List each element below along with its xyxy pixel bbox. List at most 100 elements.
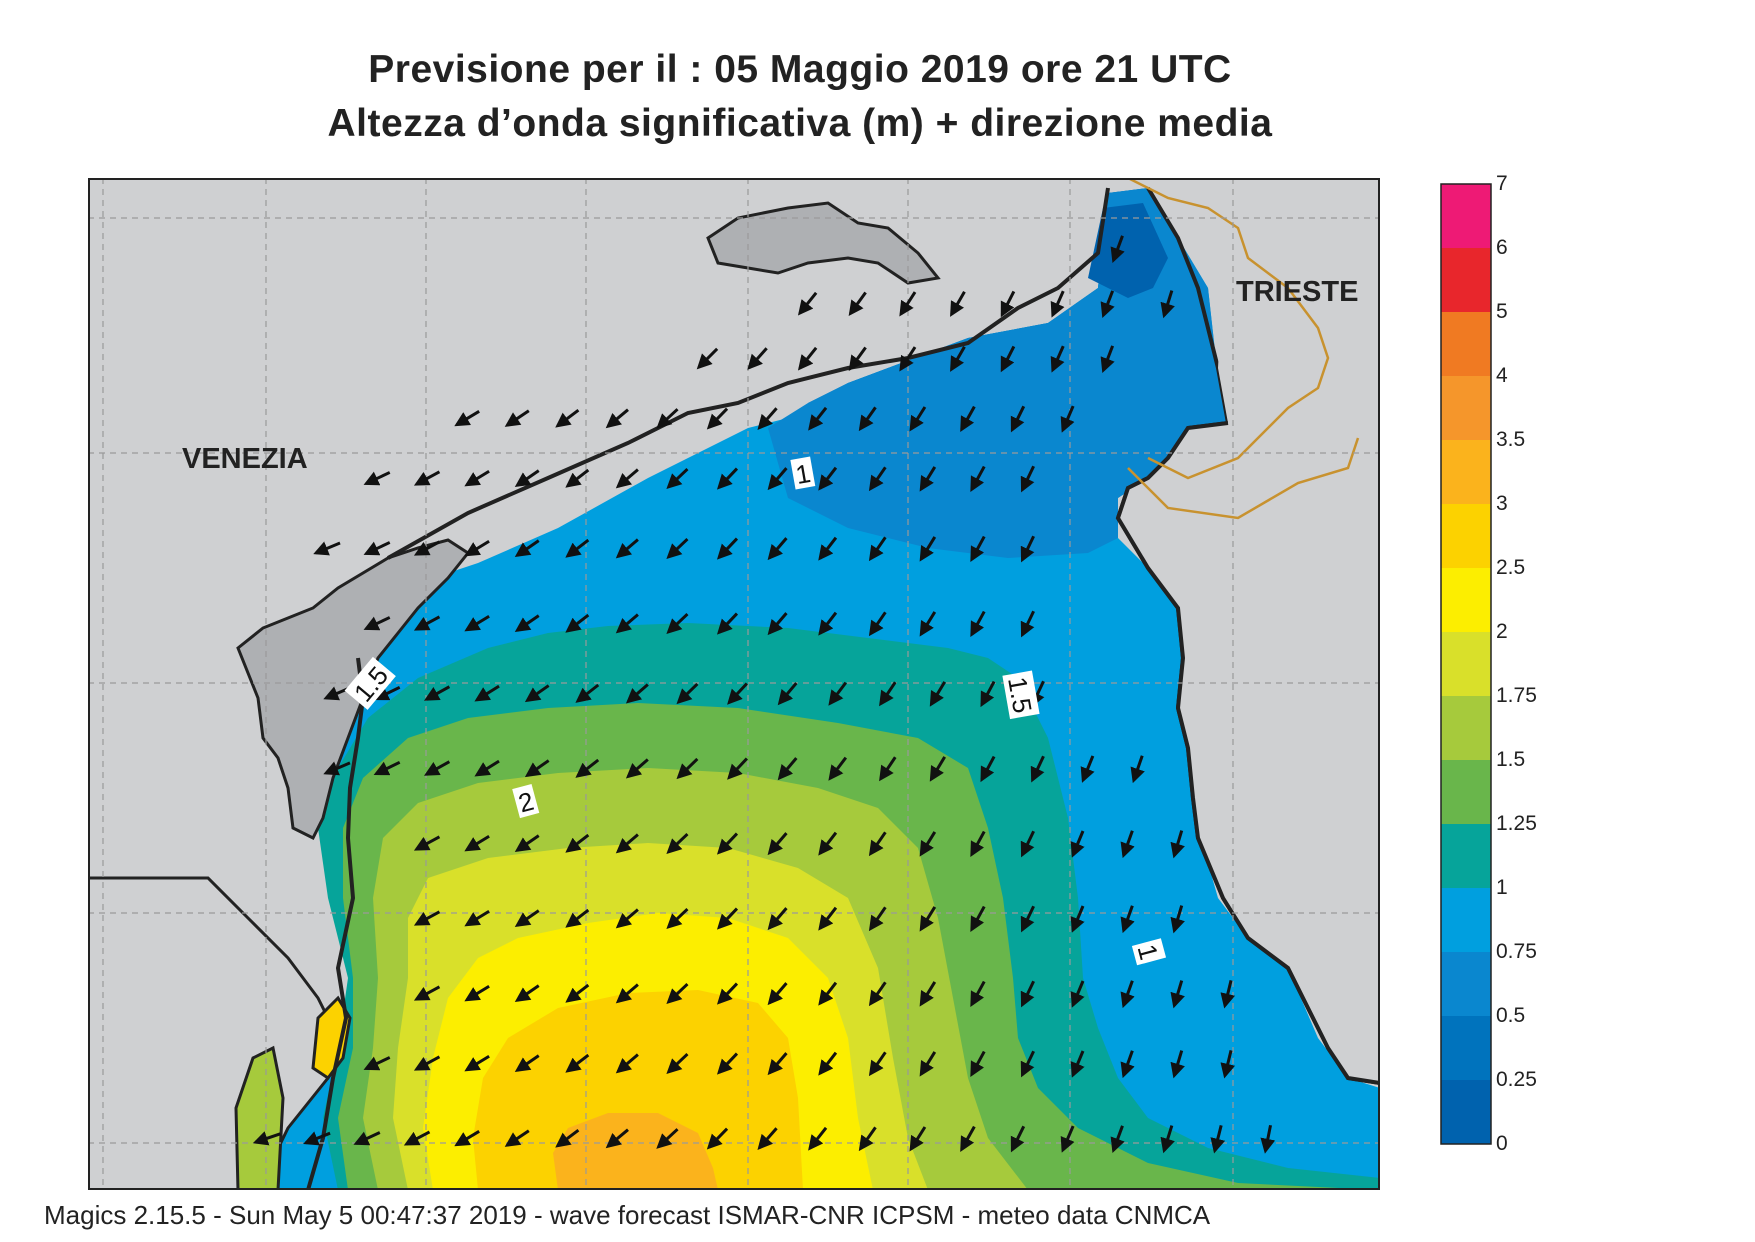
wave-arrow [818, 831, 838, 856]
wave-arrow [1170, 980, 1185, 1009]
colorbar-swatch [1441, 440, 1491, 505]
wave-arrow [1110, 235, 1125, 264]
wave-arrow [373, 760, 401, 776]
wave-arrow [1020, 980, 1035, 1008]
wave-arrow [323, 761, 351, 776]
wave-arrow [464, 909, 490, 927]
colorbar-swatch [1441, 184, 1491, 249]
wave-arrow [818, 906, 838, 931]
wave-arrow [1020, 830, 1035, 858]
wave-arrow [970, 610, 986, 638]
colorbar-tick-label: 1.5 [1496, 748, 1526, 771]
wave-arrow [868, 906, 887, 932]
colorbar [1440, 183, 1492, 1145]
wave-arrow [1020, 610, 1035, 638]
colorbar-tick-label: 3 [1496, 492, 1508, 515]
coastline-north [387, 187, 1110, 560]
wave-arrow [666, 612, 689, 634]
wave-arrow [858, 406, 877, 432]
wave-arrow [424, 685, 451, 701]
contour-label-1-north: 1 [793, 458, 812, 490]
colorbar-swatch [1441, 760, 1491, 825]
wave-arrow [980, 755, 996, 783]
wave-arrow [514, 834, 540, 853]
wave-arrow [919, 981, 937, 1007]
colorbar-swatch [1441, 376, 1491, 441]
wave-arrow [524, 684, 550, 703]
wave-arrow [706, 1127, 729, 1150]
colorbar-swatch [1441, 568, 1491, 633]
wave-arrow [970, 1050, 986, 1078]
wave-arrow [919, 831, 937, 857]
wave-arrow [818, 611, 838, 636]
colorbar-tick-label: 1.25 [1496, 812, 1537, 835]
wave-arrow [1120, 1050, 1135, 1079]
colorbar-tick-label: 2.5 [1496, 556, 1526, 579]
colorbar-swatch [1441, 888, 1491, 953]
wave-arrow [1010, 405, 1026, 433]
wave-arrow [1020, 905, 1035, 933]
wave-arrow [1120, 830, 1135, 859]
wave-arrow [767, 1052, 788, 1076]
wave-arrow [1210, 1125, 1226, 1154]
colorbar-swatch [1441, 504, 1491, 569]
wave-arrow [1220, 1050, 1236, 1079]
wave-arrow [1220, 980, 1236, 1009]
wave-arrow [747, 347, 768, 370]
colorbar-swatch [1441, 312, 1491, 377]
wave-arrow [666, 907, 689, 929]
wave-arrow [252, 1131, 281, 1146]
wave-arrow [615, 833, 639, 854]
wave-arrow [919, 466, 937, 492]
wave-arrow [1050, 345, 1065, 373]
wave-arrow [767, 907, 788, 931]
wave-arrow [716, 537, 739, 560]
wave-arrow [777, 757, 798, 781]
wave-arrow [767, 982, 788, 1006]
colorbar-swatch [1441, 824, 1491, 889]
wave-arrow [565, 983, 590, 1003]
wave-arrow [676, 757, 699, 780]
wave-arrow [615, 908, 639, 929]
wave-arrow [454, 1130, 480, 1147]
wave-arrow [818, 536, 838, 561]
wave-arrow [676, 682, 699, 705]
colorbar-swatch [1441, 1016, 1491, 1081]
wave-arrow [1060, 1125, 1075, 1153]
wave-arrow [797, 291, 818, 316]
grid-lines [88, 178, 1380, 1190]
wave-arrow [727, 757, 748, 780]
wave-arrow [818, 1051, 838, 1076]
wave-arrow [970, 980, 986, 1008]
wave-arrow [919, 536, 937, 562]
colorbar-tick-label: 1 [1496, 876, 1508, 899]
wave-arrow [1080, 755, 1095, 783]
wave-arrow [929, 681, 946, 707]
wave-arrow [565, 613, 590, 633]
wave-arrow [413, 985, 441, 1001]
city-label-trieste: TRIESTE [1236, 276, 1359, 308]
wave-arrow [514, 614, 540, 633]
wave-arrow [706, 407, 729, 430]
wave-arrow [1000, 290, 1016, 318]
wave-arrow [565, 538, 590, 558]
colorbar-tick-label: 1.75 [1496, 684, 1537, 707]
colorbar-tick-label: 7 [1496, 172, 1508, 195]
wave-arrow [565, 468, 590, 488]
wave-arrow [1120, 905, 1135, 934]
wave-arrow [1070, 830, 1085, 858]
wave-arrow [413, 540, 441, 556]
wave-arrow [828, 681, 848, 706]
wave-arrow [403, 1130, 431, 1146]
wave-arrow [1170, 1050, 1185, 1079]
wave-arrow [1050, 290, 1065, 318]
band-0-25-core [1088, 203, 1168, 298]
colorbar-tick-label: 3.5 [1496, 428, 1526, 451]
wave-arrow [808, 406, 828, 431]
wave-arrow [716, 467, 739, 490]
wave-arrow [1060, 405, 1075, 433]
wave-arrow [960, 405, 976, 432]
colorbar-swatch [1441, 1080, 1491, 1145]
map-title-line1: Previsione per il : 05 Maggio 2019 ore 2… [368, 48, 1232, 91]
wave-arrow [899, 291, 917, 317]
